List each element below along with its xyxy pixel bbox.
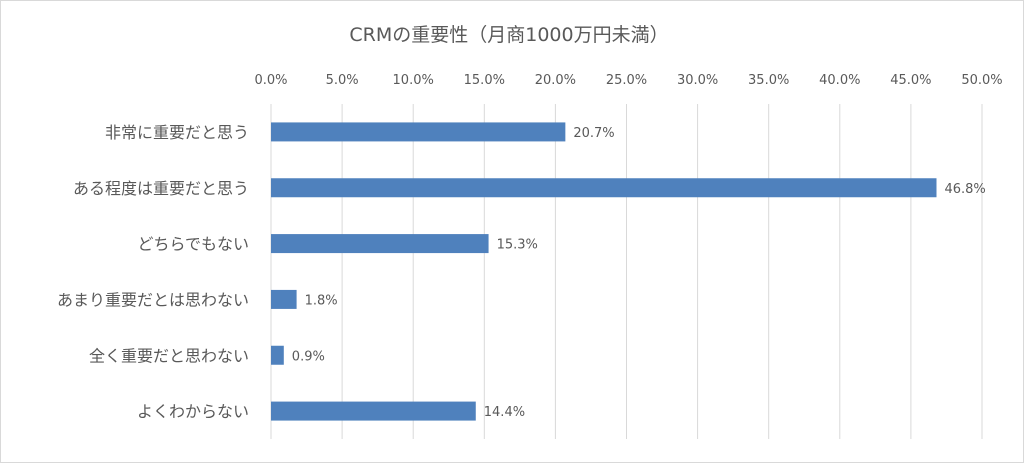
bars bbox=[271, 122, 937, 421]
x-tick-label: 20.0% bbox=[535, 73, 576, 88]
data-label: 1.8% bbox=[305, 293, 338, 308]
x-tick-label: 25.0% bbox=[606, 73, 647, 88]
data-label: 0.9% bbox=[292, 349, 325, 364]
data-labels: 20.7% 46.8% 15.3% 1.8% 0.9% 14.4% bbox=[292, 126, 986, 420]
data-label: 15.3% bbox=[497, 238, 538, 253]
x-tick-label: 35.0% bbox=[748, 73, 789, 88]
x-tick-label: 45.0% bbox=[890, 73, 931, 88]
category-label: あまり重要だとは思わない bbox=[57, 290, 249, 309]
data-label: 20.7% bbox=[573, 126, 614, 141]
x-tick-label: 40.0% bbox=[819, 73, 860, 88]
bar bbox=[271, 289, 297, 309]
x-tick-label: 5.0% bbox=[326, 73, 359, 88]
category-label: どちらでもない bbox=[137, 235, 249, 254]
bar bbox=[271, 401, 476, 421]
x-tick-label: 30.0% bbox=[677, 73, 718, 88]
bar bbox=[271, 345, 284, 365]
bar bbox=[271, 178, 937, 198]
category-label: ある程度は重要だと思う bbox=[73, 179, 249, 198]
category-label: 非常に重要だと思う bbox=[105, 123, 249, 142]
x-tick-label: 15.0% bbox=[464, 73, 505, 88]
bar bbox=[271, 234, 489, 254]
gridlines bbox=[270, 104, 983, 439]
bar bbox=[271, 122, 566, 142]
category-labels: 非常に重要だと思うある程度は重要だと思うどちらでもないあまり重要だとは思わない全… bbox=[57, 123, 249, 421]
x-axis-ticks: 0.0% 5.0% 10.0% 15.0% 20.0% 25.0% 30.0% 35.0% 40… bbox=[254, 73, 1002, 88]
data-label: 46.8% bbox=[944, 182, 985, 197]
x-tick-label: 10.0% bbox=[393, 73, 434, 88]
data-label: 14.4% bbox=[484, 405, 525, 420]
category-label: 全く重要だと思わない bbox=[89, 346, 249, 365]
x-tick-label: 0.0% bbox=[254, 73, 287, 88]
chart-title: CRMの重要性（月商1000万円未満） bbox=[349, 24, 668, 46]
x-tick-label: 50.0% bbox=[961, 73, 1002, 88]
category-label: よくわからない bbox=[137, 402, 249, 421]
